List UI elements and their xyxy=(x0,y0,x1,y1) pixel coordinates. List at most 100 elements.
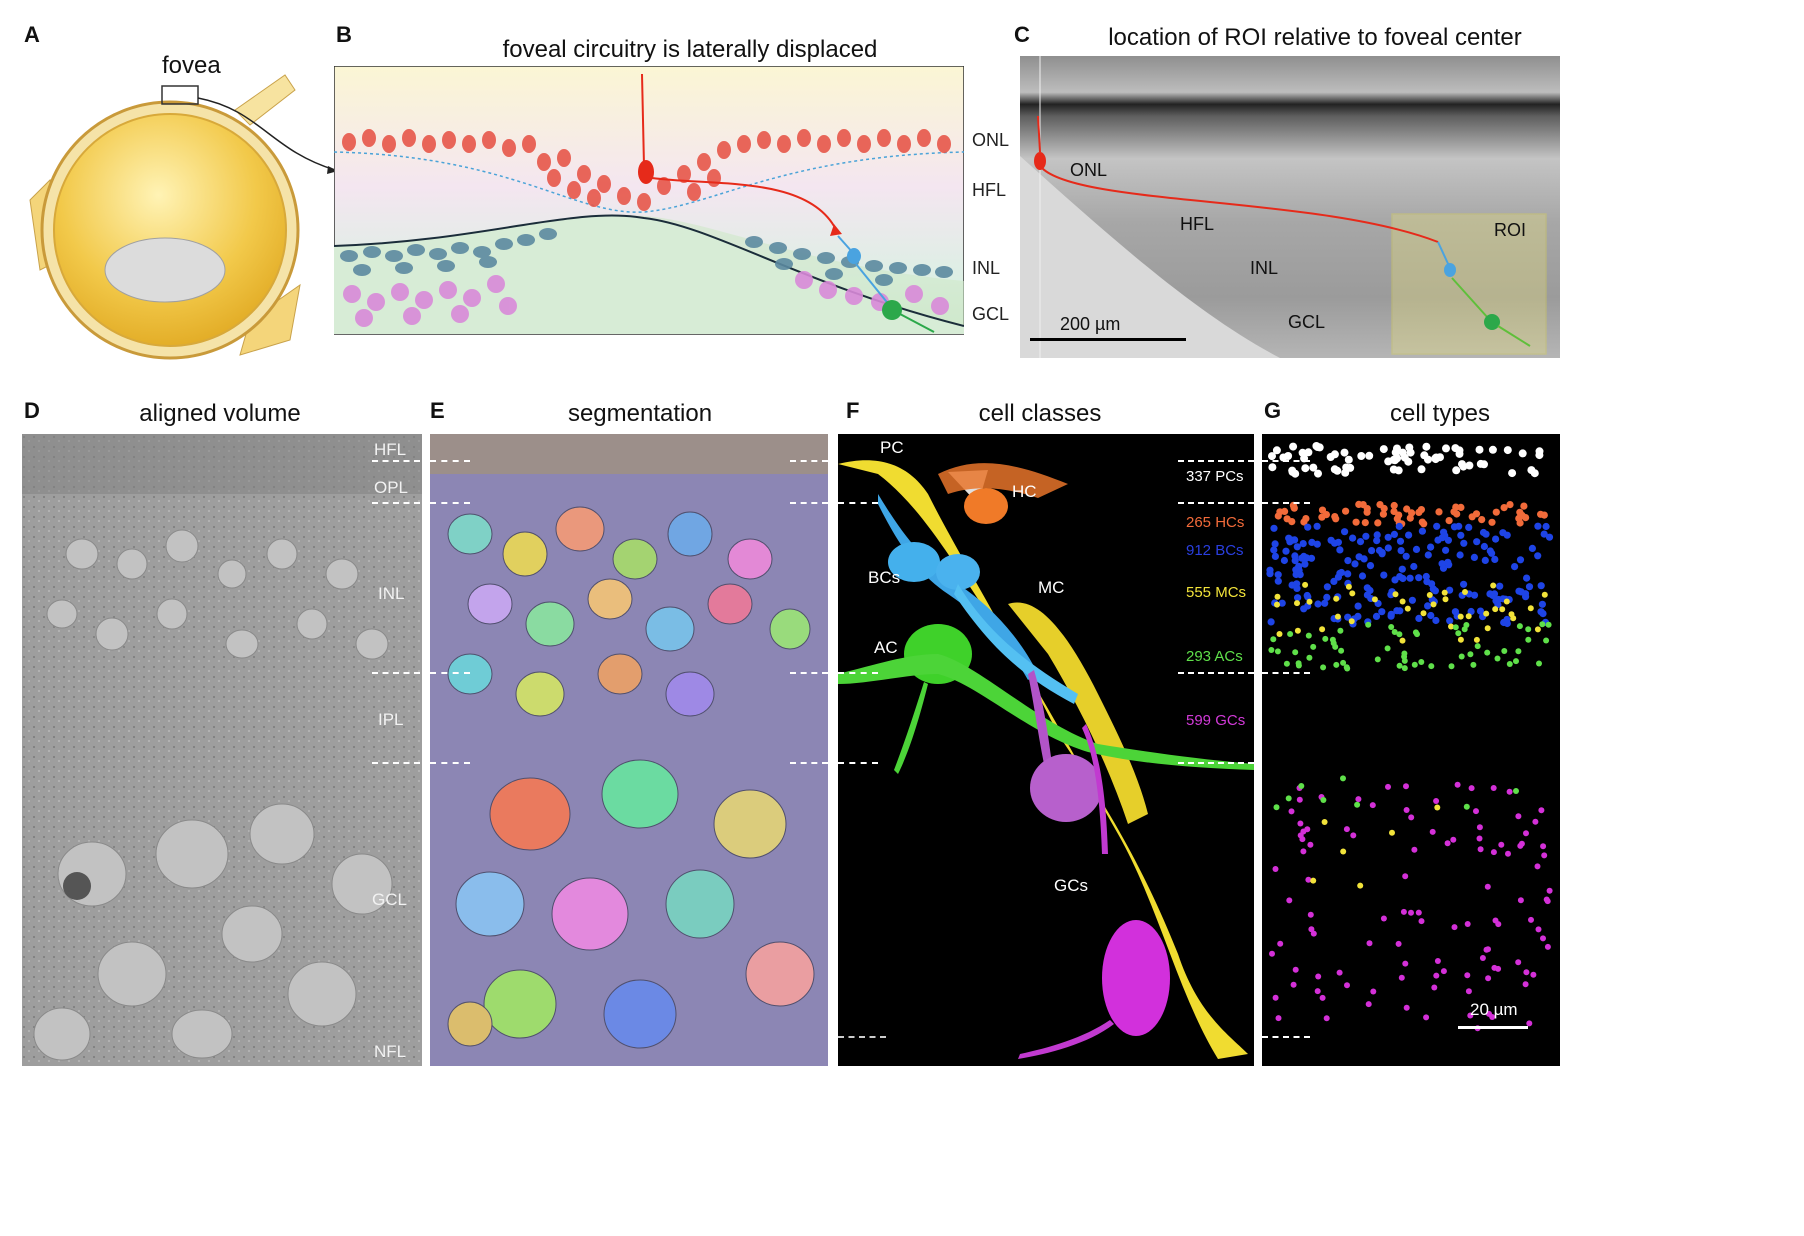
cell-dot xyxy=(1332,643,1339,650)
cell-dot xyxy=(1396,607,1404,615)
cell-dot xyxy=(1299,540,1307,548)
cell-dot xyxy=(1537,510,1545,518)
cell-dot xyxy=(1392,591,1399,598)
cell-dot xyxy=(1344,570,1352,578)
cell-dot xyxy=(1307,911,1314,918)
cell-dot xyxy=(1365,1001,1372,1008)
cell-dot xyxy=(1398,974,1405,981)
cell-dot xyxy=(1387,591,1395,599)
cell-dot xyxy=(1270,524,1278,532)
cell-dot xyxy=(1399,574,1407,583)
cell-dot xyxy=(1294,594,1302,602)
cell-dot xyxy=(1518,511,1526,519)
count-hcs: 265 HCs xyxy=(1186,514,1245,531)
cell-dot xyxy=(1544,943,1551,950)
cell-dot xyxy=(1516,623,1523,630)
cell-dot xyxy=(1415,614,1423,622)
cell-dot xyxy=(1331,513,1339,521)
cell-dot xyxy=(1441,589,1448,596)
label-onl: ONL xyxy=(972,130,1010,150)
cell-dot xyxy=(1477,846,1484,853)
label-gcl: GCL xyxy=(972,304,1010,324)
cell-dot xyxy=(1420,520,1428,528)
cell-dot xyxy=(1354,602,1362,610)
cell-dot xyxy=(1309,463,1318,472)
cell-dot xyxy=(1401,665,1408,672)
cell-dot xyxy=(1373,531,1381,539)
cell-dot xyxy=(1303,591,1311,600)
cell-dot xyxy=(1330,465,1339,474)
cell-dot xyxy=(1539,621,1546,628)
cell-dot xyxy=(1285,795,1292,802)
panel-letter-a: A xyxy=(24,22,40,47)
cell-dot xyxy=(1293,543,1301,551)
cell-dot xyxy=(1418,659,1425,665)
cell-dot xyxy=(1460,580,1468,588)
cell-dot xyxy=(1527,605,1534,612)
cell-dot xyxy=(1503,446,1512,455)
cell-dot xyxy=(1476,824,1483,831)
cell-dot xyxy=(1451,924,1458,931)
cell-dot xyxy=(1397,547,1405,555)
cell-dot xyxy=(1516,556,1525,564)
cell-dot xyxy=(1350,832,1357,839)
cell-dot xyxy=(1307,841,1314,848)
cell-dot xyxy=(1472,510,1481,518)
cell-dot xyxy=(1370,988,1377,995)
cell-dot xyxy=(1304,826,1311,833)
cell-dot xyxy=(1522,593,1530,601)
cell-dot xyxy=(1476,459,1485,468)
cell-dot xyxy=(1488,445,1497,454)
cell-dot xyxy=(1294,600,1300,607)
panel-letter-f: F xyxy=(846,398,860,423)
cell-dot xyxy=(1543,637,1550,644)
cell-dot xyxy=(1374,656,1381,663)
cell-dot xyxy=(1523,574,1531,582)
cell-dot xyxy=(1313,540,1321,548)
aligned-volume-image: HFL OPL INL IPL GCL NFL xyxy=(22,434,422,1066)
cell-dot xyxy=(1470,553,1478,561)
panel-letter-c: C xyxy=(1014,22,1030,47)
cell-dot xyxy=(1357,452,1366,460)
cell-dot xyxy=(1412,545,1421,553)
cell-dot xyxy=(1396,631,1403,638)
cell-dot xyxy=(1403,807,1410,813)
cell-dot xyxy=(1299,836,1306,843)
cell-dot xyxy=(1454,781,1461,788)
cell-dot xyxy=(1494,655,1501,662)
label-f-hc: HC xyxy=(1012,482,1037,501)
cell-dot xyxy=(1268,452,1276,461)
cell-dot xyxy=(1455,522,1463,530)
cell-dot xyxy=(1465,523,1473,531)
cell-dot xyxy=(1438,534,1446,542)
cell-dot xyxy=(1541,852,1548,859)
cell-dot xyxy=(1274,571,1282,579)
label-c-roi: ROI xyxy=(1494,220,1527,240)
cell-dot xyxy=(1395,511,1403,519)
count-mcs: 555 MCs xyxy=(1186,584,1247,601)
cell-dot xyxy=(1271,540,1279,548)
cell-dot xyxy=(1490,849,1497,856)
panel-c-title: location of ROI relative to foveal cente… xyxy=(1108,24,1522,51)
cell-dot xyxy=(1268,647,1275,653)
label-f-ac: AC xyxy=(874,638,898,657)
cell-dot xyxy=(1336,546,1344,554)
cell-dot xyxy=(1304,523,1312,531)
cell-dot xyxy=(1385,783,1391,790)
label-d-hfl: HFL xyxy=(374,440,407,459)
cell-dot xyxy=(1411,661,1418,668)
cell-dot xyxy=(1290,504,1298,512)
cell-dot xyxy=(1402,960,1409,967)
cell-dot xyxy=(1292,649,1299,656)
cell-dot xyxy=(1285,534,1293,542)
cell-dot xyxy=(1474,643,1481,650)
cell-dot xyxy=(1302,581,1309,588)
cell-dot xyxy=(1523,969,1530,976)
cell-dot xyxy=(1460,539,1468,547)
cell-dot xyxy=(1515,648,1522,655)
cell-dot xyxy=(1517,897,1524,904)
cell-dot xyxy=(1492,606,1499,613)
cell-dot xyxy=(1508,611,1515,618)
cell-dot xyxy=(1384,533,1392,541)
cell-dot xyxy=(1306,598,1313,605)
